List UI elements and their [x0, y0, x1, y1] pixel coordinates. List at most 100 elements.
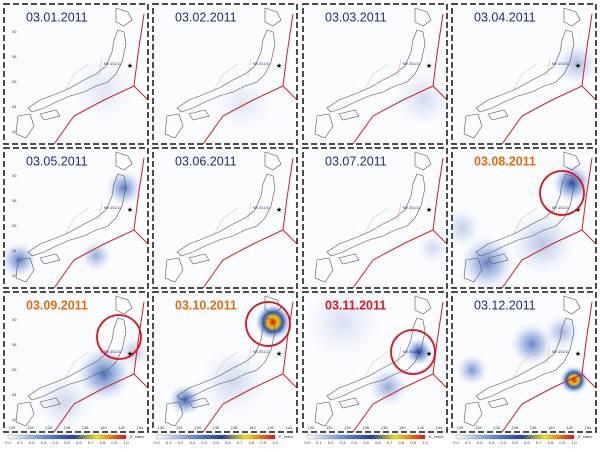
lat-tick-label: 38	[12, 54, 17, 59]
map-panel: ★ M9 3/11/11 03.12.2011 130 132 134 136 138 140 1…	[451, 291, 597, 445]
date-label: 03.02.2011	[175, 10, 237, 24]
anomaly	[80, 240, 112, 272]
lon-tick-label: 142	[118, 425, 125, 430]
colorbar-tick-label: 0.3	[190, 440, 196, 445]
colorbar-tick-label: 0.6	[76, 440, 82, 445]
colorbar-label: E_index	[578, 434, 592, 439]
colorbar-tick-label: 0.1	[465, 440, 471, 445]
colorbar-tick-label: 0.3	[340, 440, 346, 445]
anomaly	[552, 163, 592, 203]
map-area: ★ M9 3/11/11	[153, 4, 297, 144]
plate-boundary	[202, 13, 297, 144]
anomaly	[560, 366, 588, 394]
anomaly	[106, 170, 142, 206]
epicenter-label: M9 3/11/11	[552, 62, 569, 66]
map-area: ★ M9 3/11/11	[4, 292, 148, 432]
lon-tick-label: 134	[194, 425, 201, 430]
lon-tick-label: 130	[308, 425, 315, 430]
lon-tick-label: 134	[45, 425, 52, 430]
epicenter-label: M9 3/11/11	[403, 62, 420, 66]
colorbar-tick-label: 0.1	[166, 440, 172, 445]
lon-tick-label: 132	[27, 425, 34, 430]
lon-tick-label: 144	[286, 425, 293, 430]
panel-border	[451, 147, 597, 289]
plate-boundary	[352, 157, 447, 288]
colorbar-tick-label: 0.5	[64, 440, 70, 445]
lon-tick-label: 136	[363, 425, 370, 430]
colorbar-tick-label: 0.3	[489, 440, 495, 445]
colorbar-tick-label: 0.0	[304, 440, 310, 445]
panel-border	[152, 3, 298, 145]
map-background	[153, 148, 297, 288]
plate-boundary	[53, 13, 148, 144]
coastline	[164, 7, 282, 139]
colorbar	[306, 434, 426, 440]
map-area: ★ M9 3/11/11	[4, 4, 148, 144]
lon-tick-label: 136	[64, 425, 71, 430]
colorbar-tick-label: 0.0	[154, 440, 160, 445]
anomaly	[4, 242, 37, 278]
date-label: 03.06.2011	[175, 154, 237, 168]
map-area: ★ M9 3/11/11	[303, 292, 447, 432]
lon-tick-label: 130	[9, 425, 16, 430]
epicenter-star: ★	[426, 350, 432, 358]
lon-tick-label: 140	[399, 425, 406, 430]
lon-tick-label: 138	[231, 425, 238, 430]
map-panel: ★ M9 3/11/11 03.09.2011 32 34 36 38 40 130 132 134…	[3, 291, 149, 445]
map-area: ★ M9 3/11/11	[153, 292, 297, 432]
lat-tick-label: 34	[12, 392, 17, 397]
lon-tick-label: 130	[457, 425, 464, 430]
anomaly	[34, 372, 94, 432]
map-area: ★ M9 3/11/11	[303, 4, 447, 144]
colorbar-tick-label: 0.0	[5, 440, 11, 445]
lat-tick-label: 36	[12, 79, 17, 84]
epicenter-star: ★	[276, 206, 282, 214]
epicenter-star: ★	[276, 350, 282, 358]
colorbar-tick-label: 0.1	[316, 440, 322, 445]
lon-tick-label: 136	[213, 425, 220, 430]
map-panel: ★ M9 3/11/11 03.01.2011 32 34 36 38 40	[3, 3, 149, 145]
coastline	[15, 151, 133, 283]
lon-tick-label: 144	[436, 425, 443, 430]
anomaly	[456, 354, 488, 386]
colorbar-tick-label: 0.2	[178, 440, 184, 445]
epicenter-star: ★	[575, 62, 581, 70]
lat-tick-label: 40	[12, 317, 17, 322]
lon-tick-label: 138	[530, 425, 537, 430]
anomaly	[452, 208, 482, 248]
panel-border	[3, 3, 149, 145]
colorbar	[156, 434, 276, 440]
anomaly	[510, 322, 554, 366]
anomaly	[213, 74, 273, 134]
lat-tick-label: 40	[12, 173, 17, 178]
anomaly	[459, 235, 515, 288]
epicenter-star: ★	[127, 62, 133, 70]
lon-tick-label: 132	[176, 425, 183, 430]
date-label: 03.05.2011	[26, 154, 88, 168]
colorbar-tick-label: 0.5	[363, 440, 369, 445]
coastline	[15, 7, 133, 139]
colorbar	[455, 434, 575, 440]
map-panel: ★ M9 3/11/11 03.06.2011	[152, 147, 298, 289]
date-label: 03.01.2011	[26, 10, 88, 24]
date-label: 03.08.2011	[474, 154, 536, 168]
map-panel: ★ M9 3/11/11 03.04.2011	[451, 3, 597, 145]
epicenter-label: M9 3/11/11	[104, 350, 121, 354]
lon-tick-label: 142	[566, 425, 573, 430]
plate-boundary	[202, 301, 297, 432]
map-area: ★ M9 3/11/11	[153, 148, 297, 288]
colorbar-tick-label: 0.1	[17, 440, 23, 445]
lat-tick-label: 34	[12, 248, 17, 253]
prefecture-lines	[362, 202, 402, 237]
colorbar-tick-label: 0.7	[88, 440, 94, 445]
map-area: ★ M9 3/11/11	[4, 148, 148, 288]
prefecture-lines	[212, 202, 252, 237]
panel-border	[3, 291, 149, 433]
lon-tick-label: 138	[381, 425, 388, 430]
lon-tick-label: 134	[344, 425, 351, 430]
lon-tick-label: 140	[249, 425, 256, 430]
lon-tick-label: 136	[512, 425, 519, 430]
lon-tick-label: 142	[417, 425, 424, 430]
colorbar-tick-label: 0.4	[500, 440, 506, 445]
epicenter-label: M9 3/11/11	[104, 62, 121, 66]
